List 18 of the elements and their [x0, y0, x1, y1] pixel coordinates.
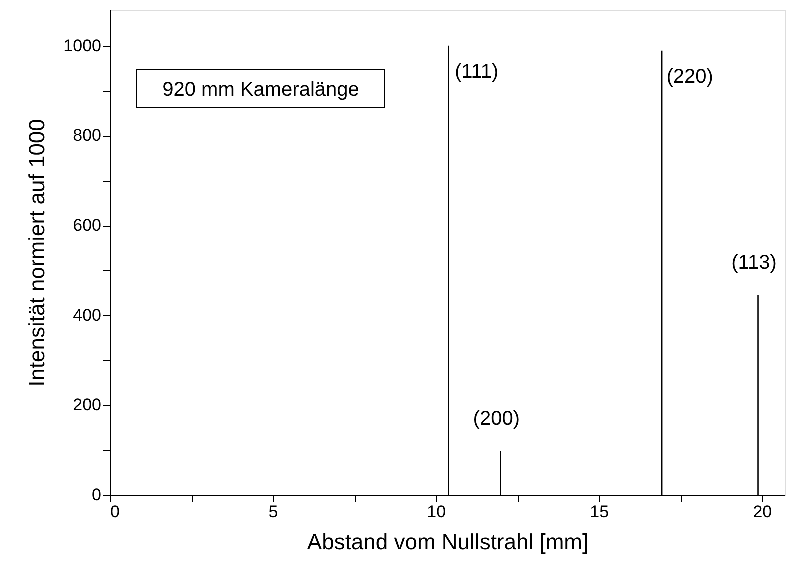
annotation: (220)	[666, 66, 714, 88]
x-tick-label: 5	[268, 502, 278, 522]
y-tick-label: 1000	[64, 36, 102, 56]
annotation: 920 mm Kameralänge	[162, 79, 360, 101]
x-tick-label: 0	[110, 502, 120, 522]
y-tick-label: 200	[73, 396, 102, 415]
y-tick-label: 800	[73, 126, 102, 146]
x-tick-label: 15	[590, 502, 610, 522]
y-tick-label: 400	[73, 306, 102, 325]
x-axis-title: Abstand vom Nullstrahl [mm]	[307, 530, 589, 554]
annotation: (200)	[473, 408, 520, 430]
x-tick-label: 20	[753, 502, 772, 522]
annotation: (111)	[454, 60, 499, 83]
x-tick-label: 10	[427, 502, 446, 522]
y-tick-label: 0	[92, 486, 102, 504]
y-axis-title: Intensität normiert auf 1000	[24, 119, 50, 387]
annotation: (113)	[732, 252, 777, 274]
y-tick-label: 600	[73, 216, 102, 236]
